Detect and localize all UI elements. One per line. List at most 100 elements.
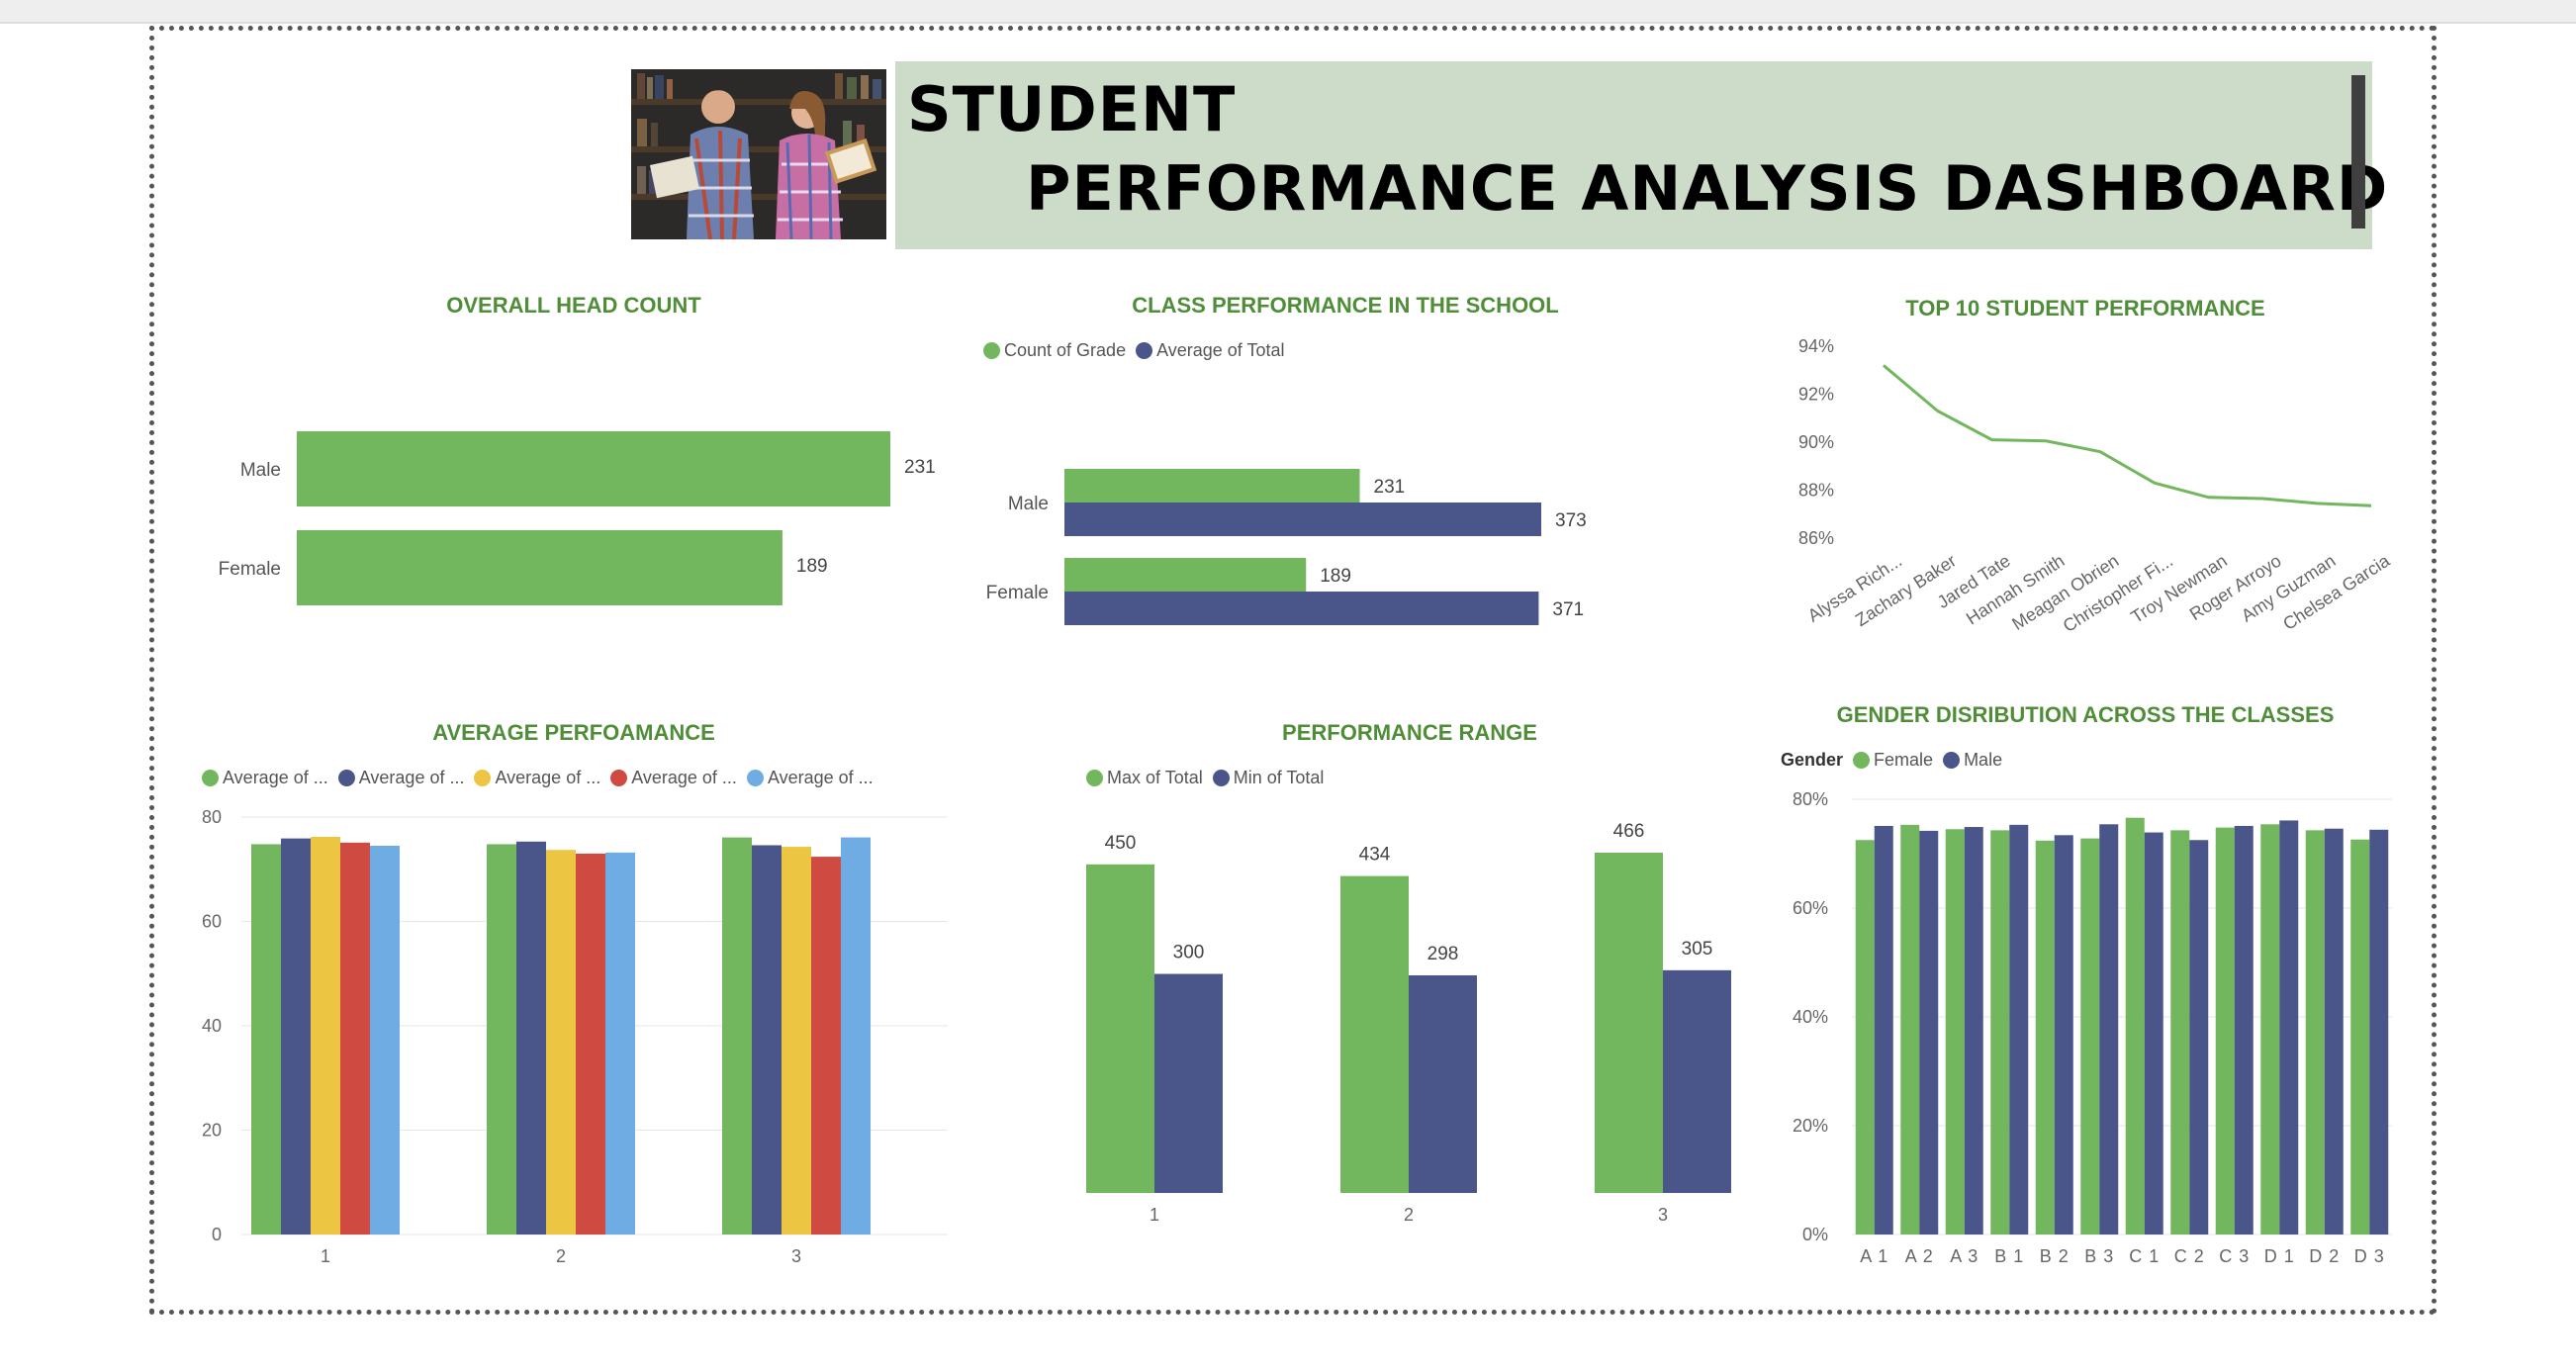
bar — [297, 530, 782, 605]
data-label: 231 — [1374, 477, 1406, 498]
category-label: Female — [986, 583, 1049, 603]
dashboard-title-line1: STUDENT — [907, 73, 1237, 145]
legend-dot-navy — [1212, 770, 1230, 786]
bar — [1595, 853, 1663, 1193]
bar — [2009, 824, 2029, 1235]
legend-label: Count of Grade — [1004, 340, 1127, 360]
category-label: Female — [219, 559, 281, 580]
series-line — [1883, 364, 2372, 507]
y-tick-label: 90% — [1798, 432, 1834, 452]
bar — [2305, 830, 2325, 1235]
dashboard-title-line2: PERFORMANCE ANALYSIS DASHBOARD — [1026, 152, 2389, 225]
bar — [752, 845, 782, 1235]
avg-performance-title: AVERAGE PERFOAMANCE — [432, 720, 715, 745]
avg-performance-chart: 0 20 40 60 80 1 2 3 — [202, 807, 948, 1266]
y-tick-label: 80% — [1793, 789, 1828, 809]
legend-label: Max of Total — [1107, 768, 1203, 787]
bar — [1340, 875, 1409, 1193]
performance-range-chart: 450 300 1 434 298 2 466 305 3 — [1086, 821, 1731, 1225]
head-count-title: OVERALL HEAD COUNT — [446, 293, 701, 318]
legend-item-series-4[interactable]: Average of ... — [610, 768, 737, 788]
bar — [576, 853, 605, 1235]
x-tick-label: B 1 — [1994, 1246, 2024, 1266]
y-tick-label: 80 — [202, 807, 222, 827]
title-accent-bar — [2351, 75, 2365, 229]
x-tick-label: A 1 — [1860, 1246, 1888, 1266]
y-tick-label: 88% — [1798, 481, 1834, 501]
bar — [2125, 817, 2145, 1235]
bar — [516, 841, 546, 1235]
bar — [2260, 824, 2280, 1235]
x-tick-label: 3 — [791, 1246, 801, 1266]
bar — [2350, 839, 2370, 1235]
legend-label: Female — [1874, 750, 1934, 770]
x-tick-label: A 2 — [1905, 1246, 1934, 1266]
data-label: 305 — [1682, 939, 1713, 960]
bar — [2035, 840, 2055, 1235]
y-tick-label: 20% — [1793, 1116, 1828, 1136]
data-label: 231 — [904, 457, 936, 478]
legend-item-series-1[interactable]: Average of ... — [202, 768, 328, 788]
legend-label: Average of Total — [1156, 340, 1285, 360]
gender-distribution-chart: 0% 20% 40% 60% 80% A 1 A 2 A 3 B 1 B 2 B 3 C 1 C 2 C … — [1793, 789, 2392, 1266]
bar — [1990, 830, 2010, 1235]
bar — [1663, 969, 1731, 1193]
bar — [1900, 824, 1920, 1235]
x-tick-label: 1 — [321, 1246, 330, 1266]
bar — [1086, 864, 1154, 1193]
legend-item-min-of-total[interactable]: Min of Total — [1212, 768, 1324, 788]
legend-dot-yellow — [474, 770, 492, 786]
data-label: 434 — [1359, 845, 1391, 866]
class-performance-title: CLASS PERFORMANCE IN THE SCHOOL — [1132, 293, 1559, 318]
data-label: 373 — [1555, 510, 1587, 531]
students-reading-photo — [631, 69, 886, 239]
legend-item-male[interactable]: Male — [1943, 750, 2002, 771]
head-count-chart: Male 231 Female 189 — [219, 431, 936, 605]
bar — [1855, 840, 1875, 1235]
legend-item-count-of-grade[interactable]: Count of Grade — [983, 340, 1126, 361]
bar — [251, 844, 281, 1235]
bar — [546, 850, 576, 1235]
y-tick-label: 60 — [202, 912, 222, 932]
legend-item-average-of-total[interactable]: Average of Total — [1136, 340, 1285, 361]
bar — [2080, 838, 2100, 1235]
legend-item-max-of-total[interactable]: Max of Total — [1086, 768, 1203, 788]
bar — [297, 431, 890, 506]
x-tick-label: A 3 — [1950, 1246, 1978, 1266]
y-tick-label: 92% — [1798, 385, 1834, 405]
category-label: Male — [1008, 494, 1049, 514]
legend-item-female[interactable]: Female — [1853, 750, 1933, 771]
bar — [2369, 829, 2389, 1235]
data-label: 189 — [796, 556, 828, 577]
legend-dot-green — [202, 770, 219, 786]
bar — [2189, 840, 2209, 1235]
legend-item-series-5[interactable]: Average of ... — [746, 768, 874, 788]
bar — [311, 837, 340, 1235]
legend-label: Average of ... — [358, 768, 465, 787]
dashboard-title-banner: STUDENT PERFORMANCE ANALYSIS DASHBOARD — [895, 61, 2387, 249]
legend-dot-red — [610, 770, 628, 786]
class-performance-legend: Count of Grade Average of Total — [983, 340, 1295, 361]
bar — [722, 837, 752, 1235]
x-tick-label: 2 — [556, 1246, 566, 1266]
data-label: 371 — [1552, 599, 1584, 620]
gender-distribution-title: GENDER DISRIBUTION ACROSS THE CLASSES — [1836, 702, 2335, 727]
bar — [811, 857, 841, 1235]
bar — [2099, 824, 2119, 1235]
bar — [2324, 828, 2344, 1235]
y-tick-label: 40% — [1793, 1007, 1828, 1027]
x-tick-label: 2 — [1404, 1205, 1414, 1225]
data-label: 189 — [1320, 566, 1351, 587]
y-tick-label: 94% — [1798, 336, 1834, 356]
legend-item-series-2[interactable]: Average of ... — [337, 768, 465, 788]
bar — [1874, 825, 1893, 1235]
bar — [1409, 975, 1477, 1193]
x-tick-label: B 3 — [2084, 1246, 2114, 1266]
legend-label: Average of ... — [495, 768, 601, 787]
x-tick-label: 1 — [1150, 1205, 1159, 1225]
y-tick-label: 40 — [202, 1016, 222, 1036]
legend-item-series-3[interactable]: Average of ... — [474, 768, 600, 788]
y-tick-label: 0% — [1802, 1225, 1828, 1244]
legend-label: Average of ... — [631, 768, 737, 787]
bar — [340, 842, 370, 1235]
